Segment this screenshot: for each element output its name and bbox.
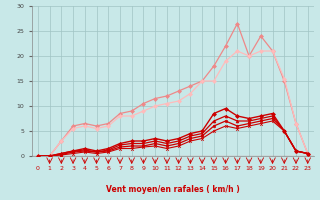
X-axis label: Vent moyen/en rafales ( km/h ): Vent moyen/en rafales ( km/h )	[106, 185, 240, 194]
